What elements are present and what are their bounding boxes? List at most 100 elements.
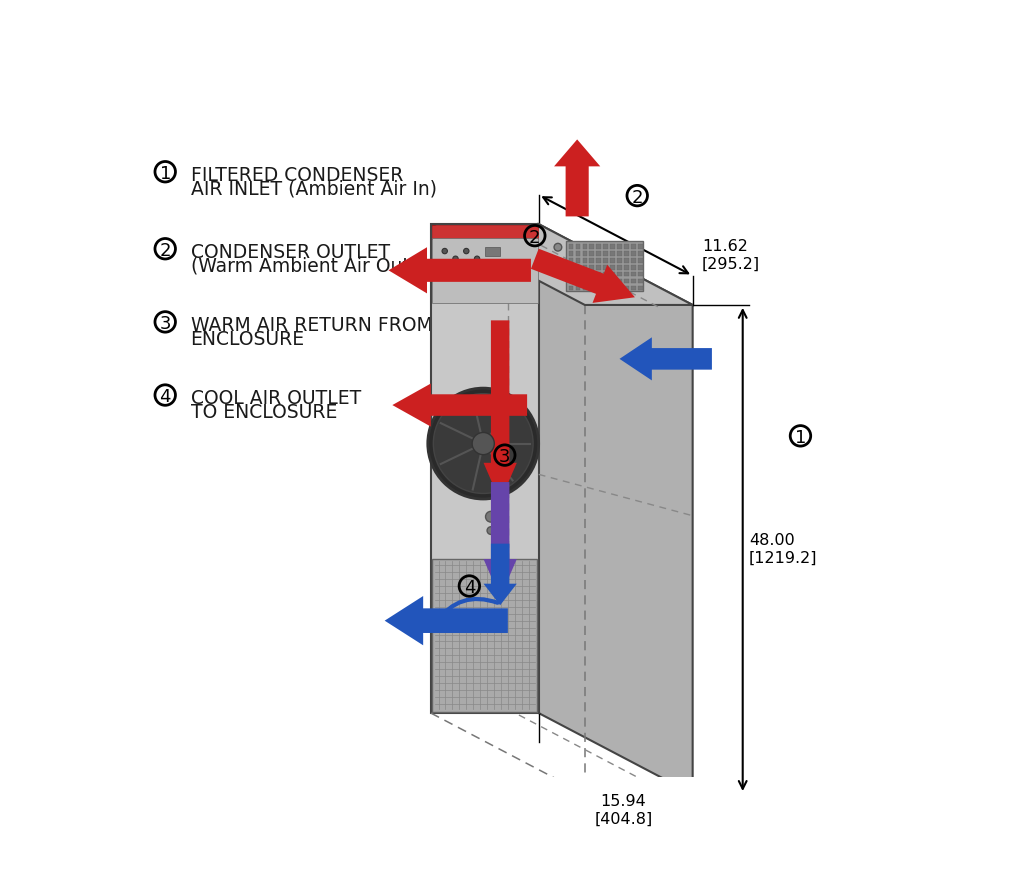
Bar: [617, 278, 622, 284]
Bar: [583, 272, 587, 277]
Text: AIR INLET (Ambient Air In): AIR INLET (Ambient Air In): [190, 180, 436, 198]
Circle shape: [453, 256, 458, 261]
Bar: [638, 278, 643, 284]
Text: ENCLOSURE: ENCLOSURE: [190, 330, 305, 348]
Bar: [610, 258, 614, 263]
Circle shape: [554, 244, 562, 251]
FancyArrow shape: [620, 337, 712, 381]
Circle shape: [472, 432, 495, 455]
Bar: [590, 285, 594, 291]
Bar: [590, 272, 594, 277]
Bar: [638, 272, 643, 277]
Bar: [603, 272, 608, 277]
Bar: [596, 278, 601, 284]
Text: 3: 3: [499, 448, 511, 466]
Text: 1: 1: [160, 165, 171, 182]
Bar: [568, 278, 573, 284]
FancyArrow shape: [530, 249, 635, 303]
Bar: [590, 244, 594, 249]
Bar: [631, 251, 636, 256]
Text: COOL AIR OUTLET: COOL AIR OUTLET: [190, 388, 360, 408]
Bar: [638, 285, 643, 291]
Bar: [638, 244, 643, 249]
Bar: [631, 265, 636, 270]
Bar: [625, 272, 629, 277]
Bar: [617, 251, 622, 256]
Bar: [638, 258, 643, 263]
Polygon shape: [539, 224, 692, 794]
Bar: [610, 285, 614, 291]
Bar: [575, 285, 581, 291]
Bar: [583, 258, 587, 263]
Bar: [583, 285, 587, 291]
Bar: [575, 251, 581, 256]
Text: 4: 4: [160, 388, 171, 406]
Bar: [575, 258, 581, 263]
Text: (Warm Ambient Air Out): (Warm Ambient Air Out): [190, 257, 417, 276]
FancyArrow shape: [483, 482, 517, 597]
Text: 2: 2: [529, 229, 541, 247]
Bar: [603, 251, 608, 256]
FancyArrow shape: [388, 247, 531, 293]
Bar: [610, 272, 614, 277]
Bar: [432, 225, 538, 238]
Bar: [575, 272, 581, 277]
Bar: [583, 244, 587, 249]
Bar: [590, 265, 594, 270]
Bar: [610, 251, 614, 256]
Bar: [625, 244, 629, 249]
Text: 3: 3: [160, 315, 171, 333]
Bar: [603, 258, 608, 263]
Bar: [625, 265, 629, 270]
Text: 11.62
[295.2]: 11.62 [295.2]: [701, 239, 760, 272]
Bar: [596, 265, 601, 270]
Text: 2: 2: [632, 189, 643, 207]
Text: WARM AIR RETURN FROM: WARM AIR RETURN FROM: [190, 316, 432, 334]
Bar: [583, 251, 587, 256]
Bar: [583, 265, 587, 270]
Text: FILTERED CONDENSER: FILTERED CONDENSER: [190, 166, 403, 184]
Bar: [631, 285, 636, 291]
Bar: [575, 244, 581, 249]
Bar: [568, 258, 573, 263]
Bar: [568, 265, 573, 270]
Circle shape: [428, 388, 539, 499]
FancyArrow shape: [392, 383, 527, 427]
FancyArrow shape: [483, 320, 517, 501]
FancyArrow shape: [554, 140, 600, 217]
Circle shape: [433, 394, 534, 493]
Circle shape: [442, 248, 447, 254]
Bar: [568, 244, 573, 249]
Bar: [610, 278, 614, 284]
Bar: [610, 265, 614, 270]
Bar: [625, 258, 629, 263]
Text: TO ENCLOSURE: TO ENCLOSURE: [190, 402, 337, 422]
Bar: [625, 278, 629, 284]
Bar: [596, 272, 601, 277]
Text: CONDENSER OUTLET: CONDENSER OUTLET: [190, 243, 390, 262]
Bar: [631, 278, 636, 284]
Bar: [603, 278, 608, 284]
Bar: [617, 258, 622, 263]
Bar: [596, 244, 601, 249]
Bar: [596, 251, 601, 256]
Bar: [617, 265, 622, 270]
Bar: [565, 241, 643, 291]
Bar: [631, 272, 636, 277]
Polygon shape: [431, 224, 692, 305]
Bar: [631, 258, 636, 263]
Bar: [625, 251, 629, 256]
Bar: [617, 244, 622, 249]
Bar: [617, 272, 622, 277]
Bar: [575, 265, 581, 270]
Bar: [638, 265, 643, 270]
Circle shape: [485, 512, 497, 522]
FancyArrow shape: [385, 596, 508, 645]
Bar: [590, 251, 594, 256]
Bar: [568, 285, 573, 291]
Bar: [432, 238, 538, 304]
Text: 2: 2: [160, 242, 171, 260]
Bar: [590, 258, 594, 263]
Bar: [575, 278, 581, 284]
Bar: [568, 272, 573, 277]
